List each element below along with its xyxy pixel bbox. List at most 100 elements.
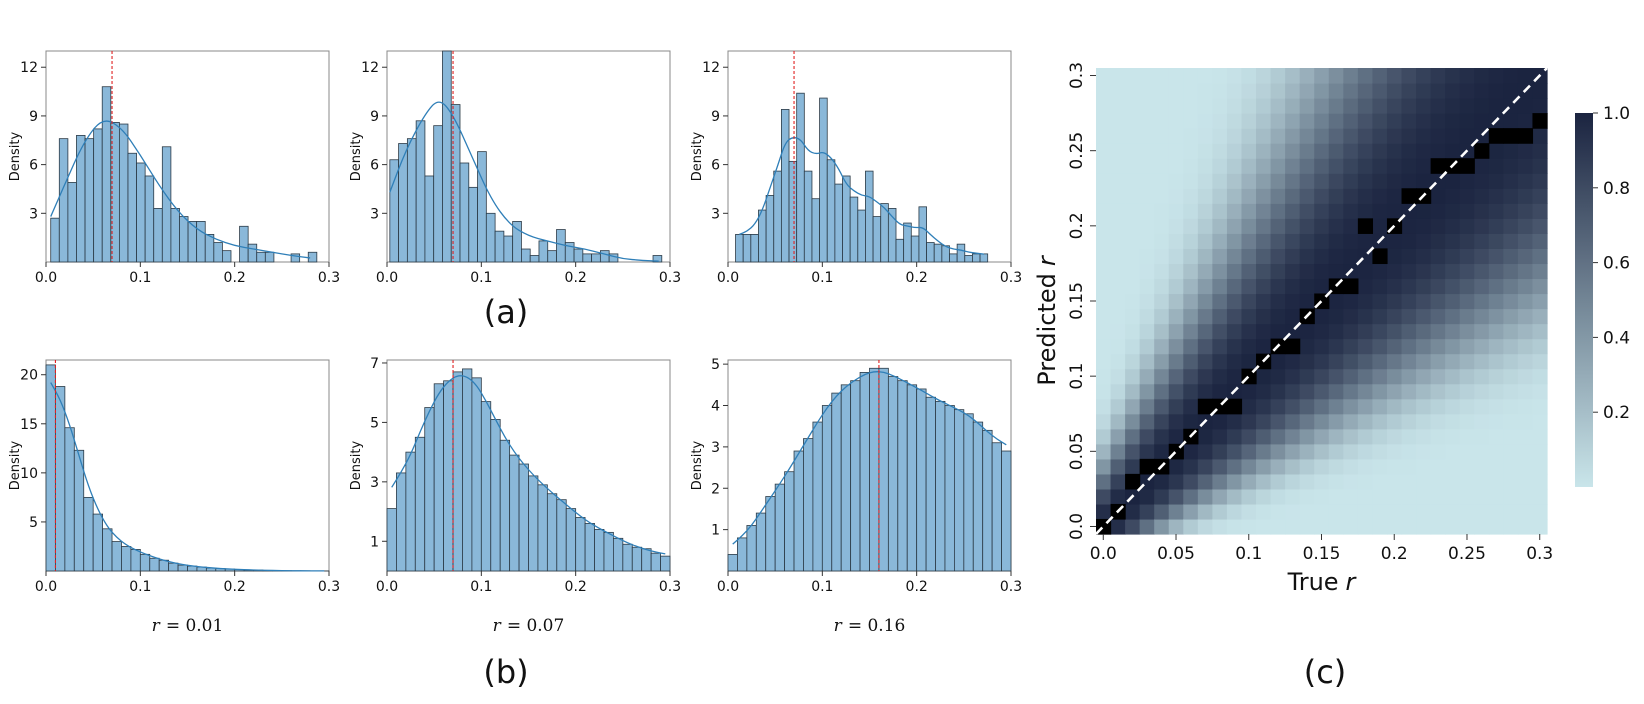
heatmap-cell <box>1430 428 1446 445</box>
heatmap-cell <box>1401 233 1417 249</box>
y-tick-label: 15 <box>20 417 38 433</box>
heatmap-cell <box>1096 383 1112 400</box>
heatmap-cell <box>1139 98 1155 114</box>
heatmap-cell <box>1517 458 1534 475</box>
histogram-bar <box>494 230 505 263</box>
y-tick-label: 12 <box>20 60 38 76</box>
heatmap-cell <box>1110 368 1126 385</box>
heatmap-cell <box>1314 233 1330 249</box>
heatmap-cell <box>1270 323 1286 340</box>
histogram-bar <box>503 235 514 263</box>
heatmap-cell <box>1212 443 1228 460</box>
heatmap-cell <box>1197 383 1213 400</box>
heatmap-cell <box>1241 98 1257 114</box>
heatmap-cell <box>1270 293 1286 310</box>
heatmap-cell <box>1139 188 1155 204</box>
heatmap-cell <box>1488 368 1504 385</box>
heatmap-cell <box>1488 293 1504 310</box>
heatmap-cell <box>1517 368 1534 385</box>
heatmap-cell <box>1270 233 1286 249</box>
heatmap-cell <box>1314 458 1330 475</box>
colorbar <box>1575 113 1593 487</box>
heatmap-cell <box>1474 398 1490 415</box>
heatmap-cell <box>1416 428 1432 445</box>
heatmap-cell <box>1168 503 1184 520</box>
heatmap-cell <box>1139 143 1155 159</box>
heatmap-cell <box>1125 323 1141 340</box>
heatmap-cell <box>1110 248 1126 265</box>
x-tick-label: 0.2 <box>906 270 928 286</box>
y-tick-label: 10 <box>20 466 38 482</box>
heatmap-cell <box>1270 458 1286 475</box>
histogram-bar <box>865 170 874 263</box>
colorbar-tick-label: 0.2 <box>1603 403 1630 423</box>
heatmap-cell <box>1256 428 1272 445</box>
histogram-bar <box>916 388 927 572</box>
heatmap-cell <box>1386 188 1403 204</box>
heatmap-cell <box>1430 233 1446 249</box>
heatmap-cell <box>1125 233 1141 249</box>
heatmap-cell <box>1314 488 1330 505</box>
heatmap-cell <box>1197 188 1213 204</box>
heatmap-cell <box>1197 518 1213 535</box>
heatmap-cell <box>1445 263 1461 280</box>
heatmap-cell <box>1445 488 1461 505</box>
histogram-bar <box>149 557 160 572</box>
heatmap-cell <box>1430 263 1446 280</box>
heatmap-cell <box>1357 128 1374 144</box>
heatmap-cell <box>1328 83 1344 99</box>
heatmap-cell <box>1372 143 1388 159</box>
heatmap-cell <box>1401 83 1417 99</box>
heatmap-cell <box>1125 248 1141 265</box>
x-tick-label: 0.0 <box>717 579 739 595</box>
histogram-bar <box>897 380 908 572</box>
argmax-cell <box>1372 248 1388 265</box>
heatmap-cell <box>1328 113 1344 129</box>
heatmap-cell <box>1197 158 1213 174</box>
heatmap-cell <box>1328 338 1344 355</box>
heatmap-cell <box>1139 173 1155 189</box>
heatmap-cell <box>1401 398 1417 415</box>
histogram-bar <box>111 541 122 572</box>
heatmap-cell <box>1372 113 1388 129</box>
heatmap-cell <box>1401 98 1417 114</box>
histogram-bar <box>944 405 955 572</box>
heatmap-cell <box>1474 503 1490 520</box>
heatmap-cell <box>1445 83 1461 99</box>
heatmap-cell <box>1517 503 1534 520</box>
heatmap-cell <box>1459 218 1475 234</box>
x-tick-label: 0.2 <box>565 270 587 286</box>
heatmap-cell <box>1328 128 1344 144</box>
heatmap-cell <box>1299 488 1315 505</box>
heatmap-cell <box>1488 68 1504 84</box>
heatmap-cell <box>1430 128 1446 144</box>
histogram-bar <box>650 552 661 572</box>
heatmap-cell <box>1256 368 1272 385</box>
heatmap-cell <box>1197 323 1213 340</box>
histogram-bar <box>780 109 790 263</box>
histogram-bar <box>538 240 549 263</box>
heatmap-cell <box>1459 398 1475 415</box>
argmax-cell <box>1401 188 1417 204</box>
histogram-bar <box>433 125 443 263</box>
heatmap-cell <box>1270 308 1286 325</box>
heatmap-cell <box>1154 143 1170 159</box>
heatmap-cell <box>1401 368 1417 385</box>
heatmap-cell <box>1197 293 1213 310</box>
heatmap-cell <box>1270 263 1286 280</box>
heatmap-cell <box>1314 473 1330 490</box>
heatmap-cell <box>1096 323 1112 340</box>
heatmap-cell <box>1416 368 1432 385</box>
heatmap-cell <box>1343 518 1359 535</box>
heatmap-cell <box>1285 248 1301 265</box>
heatmap-cell <box>1532 233 1548 249</box>
heatmap-cell <box>1285 398 1301 415</box>
heatmap-cell <box>1401 293 1417 310</box>
heatmap-cell <box>1270 488 1286 505</box>
histogram-bar <box>622 543 633 572</box>
histogram-bar <box>727 554 738 572</box>
heatmap-cell <box>1416 218 1432 234</box>
y-tick-label: 2 <box>711 481 720 497</box>
heatmap-cell <box>1517 413 1534 430</box>
heatmap-cell <box>1154 398 1170 415</box>
